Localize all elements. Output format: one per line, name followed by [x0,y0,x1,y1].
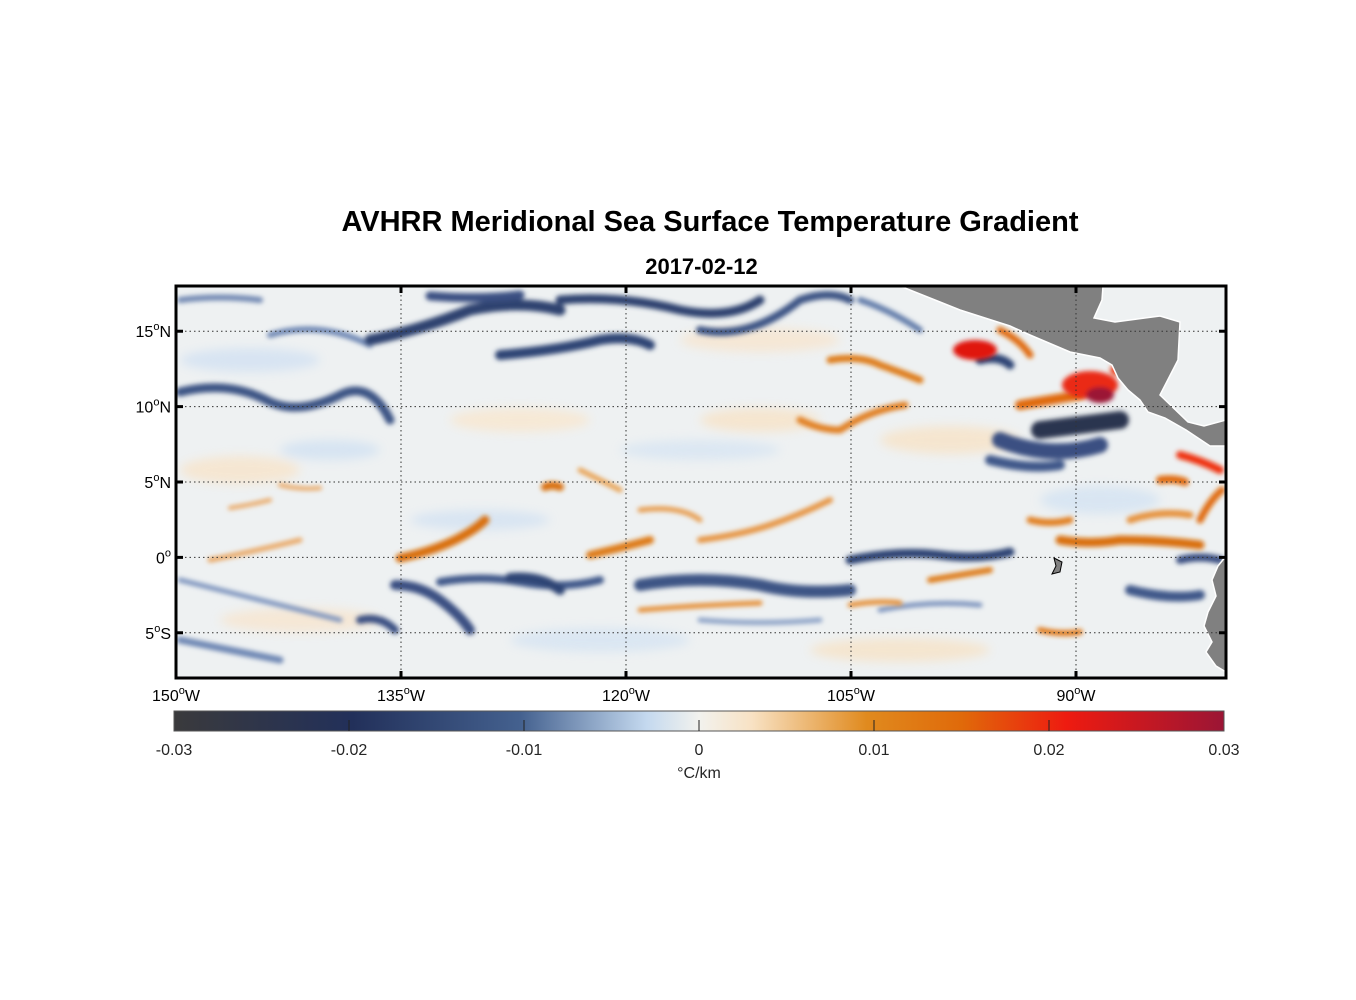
colorbar-tick-label: 0.01 [858,742,889,759]
lat-tick-label: 10oN [136,397,171,417]
map-subtitle: 2017-02-12 [645,254,758,279]
colorbar-tick-label: 0.03 [1208,742,1239,759]
gradient-field [176,286,1226,678]
colorbar-tick-label: -0.01 [506,742,543,759]
negative-gradient-features [176,290,1224,664]
lat-tick-label: 5oN [144,472,171,492]
lat-tick-label: 0o [156,547,171,567]
lat-tick-label: 5oS [145,623,171,643]
land-masses [899,286,1226,673]
colorbar-tick-label: 0 [695,742,704,759]
colorbar-tick-label: -0.03 [156,742,193,759]
colorbar-tick-label: -0.02 [331,742,368,759]
lon-tick-label: 105oW [827,685,876,705]
lon-tick-label: 120oW [602,685,651,705]
lon-tick-label: 150oW [152,685,201,705]
lat-tick-label: 15oN [136,321,171,341]
map-title: AVHRR Meridional Sea Surface Temperature… [341,206,1079,238]
lon-tick-label: 135oW [377,685,426,705]
colorbar: -0.03 -0.02 -0.01 0 0.01 0.02 0.03 °C/km [156,710,1240,782]
colorbar-tick-label: 0.02 [1033,742,1064,759]
frame-ticks [174,286,1226,678]
longitude-labels: 150oW 135oW 120oW 105oW 90oW [152,685,1096,705]
colorbar-unit-label: °C/km [677,765,721,782]
latitude-labels: 15oN 10oN 5oN 0o 5oS [136,321,171,643]
positive-gradient-features [207,326,1226,637]
background-noise [180,328,1160,662]
lon-tick-label: 90oW [1056,685,1096,705]
